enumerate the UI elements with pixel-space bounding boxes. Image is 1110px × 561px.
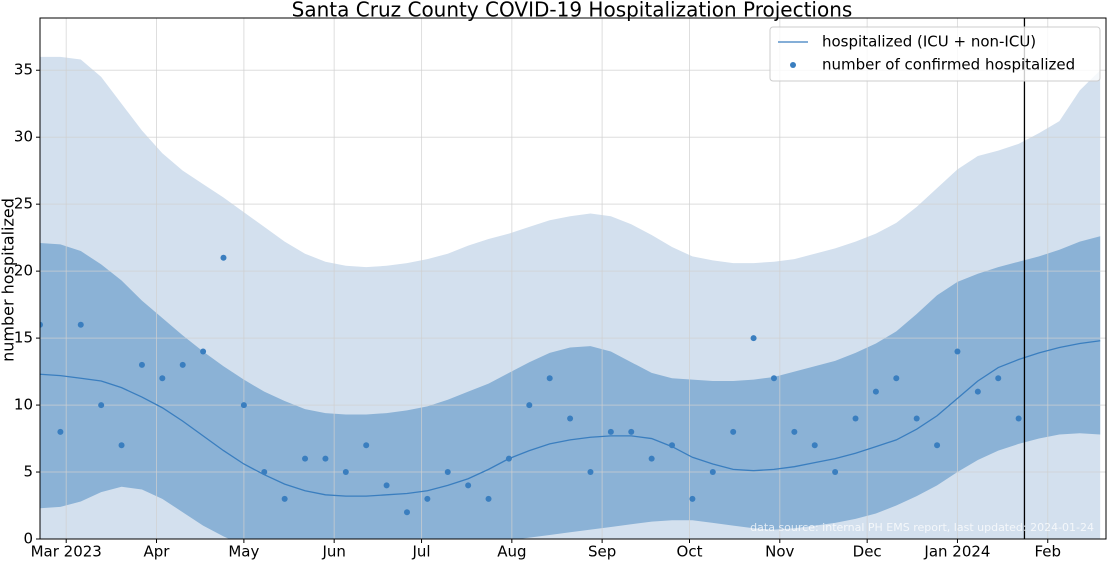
data-point [485,495,492,502]
legend: hospitalized (ICU + non-ICU) number of co… [769,26,1101,82]
x-tick-label: Dec [853,543,882,561]
data-point [40,321,43,328]
x-tick-label: Mar 2023 [31,543,102,561]
data-point [791,428,798,435]
data-point [363,442,370,449]
x-tick-label: Nov [765,543,794,561]
y-tick-label: 20 [14,262,33,280]
data-point [995,375,1002,382]
data-point [913,415,920,422]
data-point [689,495,696,502]
line [40,340,1101,497]
data-point [709,469,716,476]
legend-label: hospitalized (ICU + non-ICU) [822,33,1036,51]
data-point [587,469,594,476]
y-tick-label: 35 [14,61,33,79]
data-point [628,428,635,435]
x-tick-label: Sep [588,543,616,561]
data-point [852,415,859,422]
data-point [159,375,166,382]
plot-frame [39,17,1107,540]
legend-box [769,26,1101,82]
data-point [342,469,349,476]
legend-label: number of confirmed hospitalized [822,56,1075,74]
plot-area [40,18,1106,539]
data-point [281,495,288,502]
data-point [322,455,329,462]
x-tick-label: Jan 2024 [923,543,990,561]
data-point [57,428,64,435]
data-point [77,321,84,328]
x-tick-label: May [228,543,259,561]
data-point [138,361,145,368]
data-point [505,455,512,462]
x-tick-label: Jul [411,543,430,561]
data-point [1015,415,1022,422]
data-point [526,402,533,409]
axes: 0 5 10 15 20 25 30 35 Mar 2023 Apr May Jun Jul Aug Sep… [14,17,1107,561]
data-point [648,455,655,462]
data-point [893,375,900,382]
data-point [444,469,451,476]
y-tick-label: 15 [14,329,33,347]
data-point [567,415,574,422]
x-tick-label: Feb [1034,543,1061,561]
data-point [220,254,227,261]
y-tick-label: 25 [14,195,33,213]
data-point [261,469,268,476]
data-point [302,455,309,462]
y-tick-label: 30 [14,128,33,146]
data-point [934,442,941,449]
x-tick-label: Aug [497,543,526,561]
data-point [118,442,125,449]
data-point [465,482,472,489]
y-tick-label: 10 [14,396,33,414]
y-tick-label: 0 [23,530,33,548]
data-point [179,361,186,368]
data-point [750,335,757,342]
y-axis-label: number hospitalized [0,198,18,362]
y-tick-label: 5 [23,463,33,481]
confidence-band [40,236,1101,539]
annotation: data source: internal PH EMS report, las… [750,521,1094,534]
data-point [546,375,553,382]
data-point [424,495,431,502]
data-point [383,482,390,489]
data-point [240,402,247,409]
x-tick-label: Jun [321,543,345,561]
data-point [730,428,737,435]
data-point [872,388,879,395]
data-point [403,509,410,516]
data-point [607,428,614,435]
chart-title: Santa Cruz County COVID-19 Hospitalizati… [292,0,853,22]
data-point [811,442,818,449]
data-point [669,442,676,449]
data-point [832,469,839,476]
data-point [974,388,981,395]
x-tick-label: Oct [677,543,703,561]
data-point [200,348,207,355]
data-point [98,402,105,409]
data-point [954,348,961,355]
data-point [770,375,777,382]
legend-point-swatch [790,62,796,68]
x-tick-label: Apr [144,543,171,561]
